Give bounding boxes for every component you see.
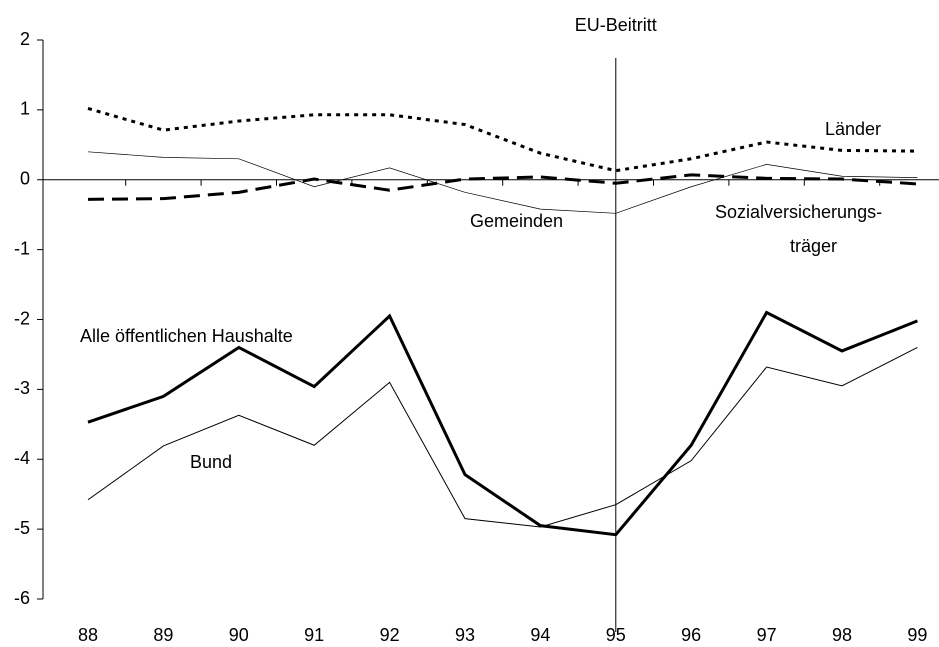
x-tick-label: 94 bbox=[530, 625, 550, 645]
y-tick-label: -1 bbox=[14, 238, 30, 258]
series-label: Gemeinden bbox=[470, 211, 563, 231]
y-tick-label: -2 bbox=[14, 308, 30, 328]
y-tick-label: 0 bbox=[20, 169, 30, 189]
y-tick-label: -3 bbox=[14, 378, 30, 398]
y-tick-label: -5 bbox=[14, 518, 30, 538]
x-tick-label: 92 bbox=[380, 625, 400, 645]
x-tick-label: 98 bbox=[832, 625, 852, 645]
series-line bbox=[87, 173, 918, 201]
x-tick-label: 91 bbox=[304, 625, 324, 645]
series-line bbox=[87, 310, 918, 537]
x-tick-label: 88 bbox=[78, 625, 98, 645]
y-tick-label: 2 bbox=[20, 29, 30, 49]
series-line bbox=[87, 347, 918, 528]
x-tick-label: 95 bbox=[606, 625, 626, 645]
series-line bbox=[87, 107, 918, 173]
series-label: Sozialversicherungs-träger bbox=[715, 202, 882, 256]
series-label: Länder bbox=[825, 119, 881, 139]
x-tick-label: 96 bbox=[681, 625, 701, 645]
x-tick-label: 89 bbox=[153, 625, 173, 645]
y-tick-label: -6 bbox=[14, 588, 30, 608]
y-tick-label: -4 bbox=[14, 448, 30, 468]
series-line bbox=[87, 151, 918, 214]
y-tick-label: 1 bbox=[20, 99, 30, 119]
annotation-label: EU-Beitritt bbox=[575, 15, 657, 35]
x-tick-label: 93 bbox=[455, 625, 475, 645]
series-label: Alle öffentlichen Haushalte bbox=[80, 326, 293, 346]
x-tick-label: 90 bbox=[229, 625, 249, 645]
x-tick-label: 97 bbox=[757, 625, 777, 645]
x-tick-label: 99 bbox=[907, 625, 927, 645]
series-label: Bund bbox=[190, 452, 232, 472]
